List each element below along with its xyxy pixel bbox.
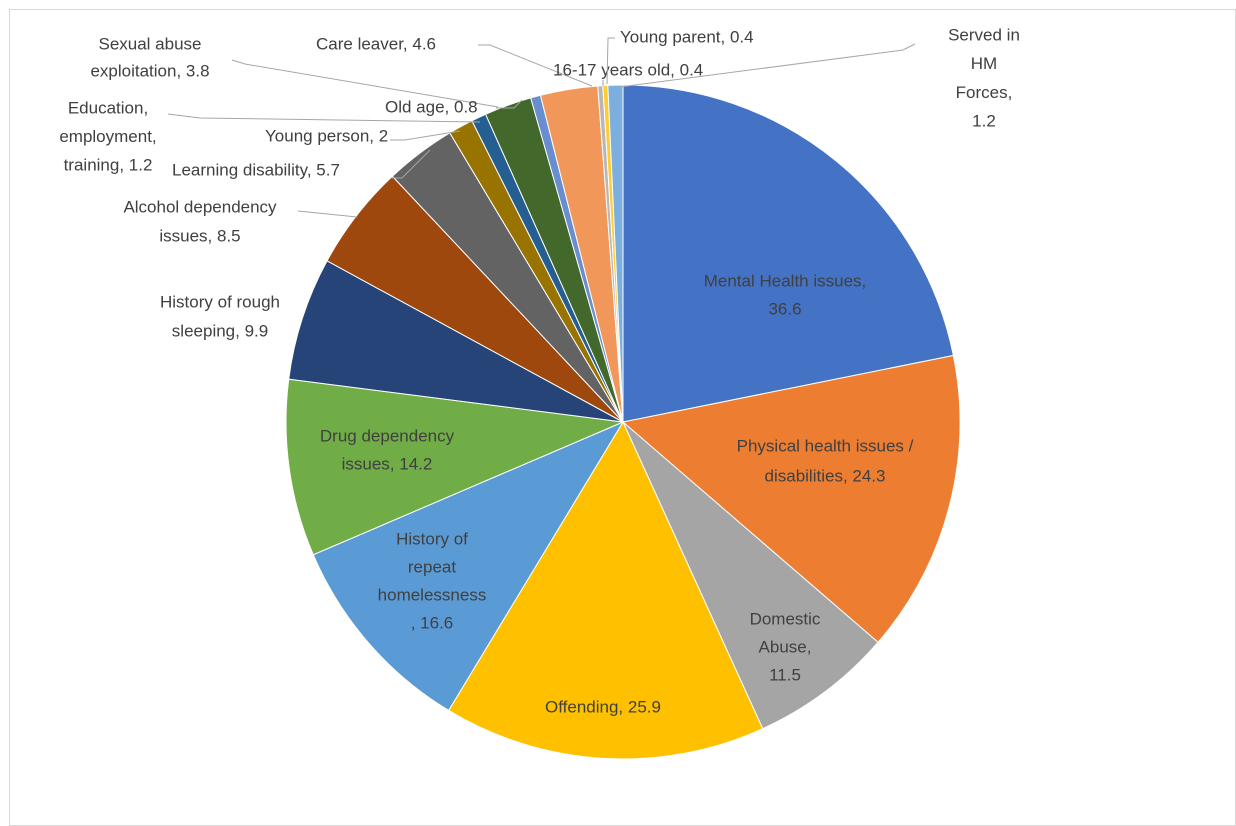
leader-line bbox=[496, 99, 523, 109]
data-label: 11.5 bbox=[769, 665, 801, 684]
data-label: disabilities, 24.3 bbox=[765, 466, 886, 485]
pie-slice bbox=[621, 354, 961, 643]
leader-line bbox=[478, 44, 593, 87]
data-label: Sexual abuse bbox=[98, 34, 201, 53]
data-label: homelessness bbox=[378, 585, 487, 604]
data-label: issues, 14.2 bbox=[342, 454, 433, 473]
data-label: Young person, 2 bbox=[265, 126, 388, 145]
leader-line bbox=[167, 113, 481, 123]
data-label: Alcohol dependency bbox=[123, 197, 277, 216]
leader-line bbox=[619, 43, 916, 88]
pie-slice bbox=[448, 420, 764, 760]
data-label: repeat bbox=[408, 557, 456, 576]
data-label: training, 1.2 bbox=[64, 155, 153, 174]
data-label: Domestic bbox=[750, 609, 821, 628]
data-label: Offending, 25.9 bbox=[545, 697, 661, 716]
pie-slice bbox=[285, 378, 625, 556]
pie-slice bbox=[312, 420, 625, 712]
data-label: 36.6 bbox=[768, 299, 801, 318]
data-label: Old age, 0.8 bbox=[385, 97, 478, 116]
data-label: Care leaver, 4.6 bbox=[316, 34, 436, 53]
data-label: Learning disability, 5.7 bbox=[172, 160, 340, 179]
data-label: , 16.6 bbox=[411, 613, 454, 632]
data-label: History of bbox=[396, 529, 468, 548]
leader-line bbox=[390, 130, 461, 141]
leader-line bbox=[297, 210, 358, 218]
data-label: 1.2 bbox=[972, 112, 996, 131]
data-label: exploitation, 3.8 bbox=[90, 61, 209, 80]
leader-line bbox=[392, 149, 431, 179]
data-label: Served in bbox=[948, 25, 1020, 44]
leader-line bbox=[231, 59, 499, 108]
data-label: sleeping, 9.9 bbox=[172, 321, 268, 340]
data-label: issues, 8.5 bbox=[159, 226, 240, 245]
data-label: Abuse, bbox=[759, 637, 812, 656]
pie-slice bbox=[622, 84, 954, 423]
data-label: Young parent, 0.4 bbox=[620, 27, 754, 46]
data-label: 16-17 years old, 0.4 bbox=[553, 60, 703, 79]
pie-slice bbox=[607, 84, 624, 423]
data-label: Drug dependency bbox=[320, 426, 455, 445]
pie-slice bbox=[622, 421, 879, 730]
pie-slice bbox=[288, 260, 624, 423]
data-label: HM bbox=[971, 54, 997, 73]
leader-line bbox=[606, 37, 615, 85]
data-label: Education, bbox=[68, 98, 148, 117]
data-label: History of rough bbox=[160, 292, 280, 311]
data-label: employment, bbox=[59, 127, 156, 146]
data-label: Mental Health issues, bbox=[704, 271, 867, 290]
data-label: Forces, bbox=[956, 83, 1013, 102]
data-label: Physical health issues / bbox=[737, 436, 914, 455]
